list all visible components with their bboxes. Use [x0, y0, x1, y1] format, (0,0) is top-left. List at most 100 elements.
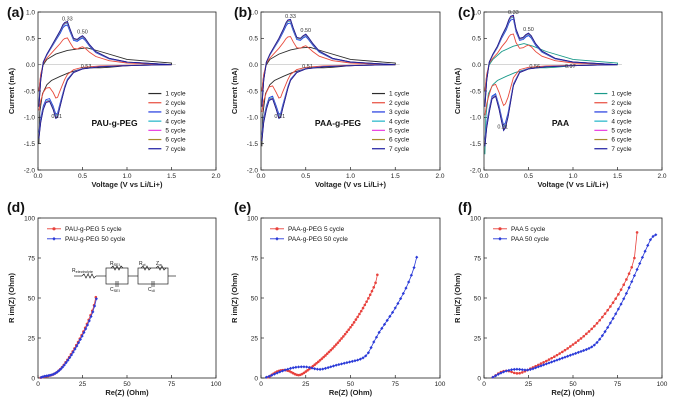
data-point	[338, 339, 342, 342]
legend-entry: PAA-g-PEG 50 cycle	[288, 236, 348, 243]
data-point	[354, 318, 358, 321]
data-point	[614, 297, 618, 300]
y-tick-label: 0	[254, 375, 258, 382]
data-point	[286, 367, 290, 371]
data-point	[582, 348, 586, 353]
data-point	[350, 359, 354, 363]
y-tick-label: -2.0	[470, 167, 482, 174]
data-point	[528, 367, 532, 372]
data-point	[294, 365, 298, 369]
y-axis-label: R im(Z) (Ohm)	[7, 273, 16, 323]
data-point	[361, 356, 365, 360]
series-line-2	[266, 257, 418, 378]
data-point	[574, 341, 577, 344]
data-point	[504, 369, 508, 373]
data-point	[75, 344, 79, 348]
data-point	[342, 335, 345, 338]
resistor-symbol	[81, 273, 97, 279]
data-point	[558, 357, 562, 361]
data-point	[654, 233, 658, 237]
legend-entry: PAA 50 cycle	[511, 236, 549, 243]
x-tick-label: 1.0	[346, 173, 355, 180]
data-point	[558, 352, 561, 355]
data-point	[574, 351, 578, 355]
data-point	[509, 368, 514, 372]
data-point	[370, 289, 374, 293]
y-tick-label: -1.0	[247, 115, 259, 122]
y-tick-label: 75	[251, 255, 259, 262]
data-point	[501, 370, 506, 374]
data-point	[536, 363, 540, 367]
circuit-label: Rct	[139, 261, 147, 267]
legend-entry: 6 cycle	[389, 137, 410, 144]
data-point	[539, 362, 543, 365]
material-label: PAA-g-PEG	[315, 118, 362, 128]
y-axis-label: Current (mA)	[7, 67, 16, 114]
cycle-2-curve	[484, 33, 618, 116]
y-tick-label: 0.5	[249, 36, 258, 43]
x-tick-label: 2.0	[435, 173, 444, 180]
data-point	[374, 335, 379, 339]
data-point	[334, 343, 338, 346]
legend-entry: 5 cycle	[389, 128, 410, 135]
panel-label: (d)	[7, 199, 25, 215]
x-tick-label: 2.0	[657, 173, 666, 180]
data-point	[55, 370, 59, 374]
data-point	[555, 353, 559, 357]
data-point	[401, 291, 405, 296]
data-point	[388, 314, 392, 318]
data-point	[609, 305, 612, 308]
panel-2: 0.0 0.5 1.0 1.5 2.0 1.0 0.5 0.0 -0.5 -1.0 -1.5 -2.0…	[230, 4, 445, 189]
data-point	[304, 370, 308, 373]
data-point	[349, 325, 352, 329]
data-point	[496, 372, 500, 376]
y-tick-label: 50	[28, 295, 36, 302]
x-tick-label: 75	[392, 381, 400, 388]
circuit-label: Zw	[156, 261, 162, 267]
resistor-symbol	[110, 265, 124, 271]
data-point	[608, 321, 612, 325]
data-point	[66, 358, 70, 362]
data-point	[550, 356, 553, 360]
data-point	[44, 374, 49, 378]
data-point	[380, 326, 384, 330]
data-point	[359, 309, 363, 313]
data-point	[630, 265, 634, 269]
data-point	[523, 368, 527, 372]
data-point	[601, 315, 604, 319]
x-tick-label: 100	[211, 381, 222, 388]
legend-entry: PAU-g-PEG 5 cycle	[65, 226, 122, 233]
data-point	[64, 361, 68, 365]
y-tick-label: 1.0	[249, 9, 258, 16]
data-point	[550, 360, 554, 364]
data-point	[560, 356, 564, 360]
circuit-label: Cdl	[148, 287, 155, 293]
data-point	[585, 332, 588, 336]
data-point	[493, 374, 498, 378]
x-tick-label: 0.0	[256, 173, 265, 180]
data-point	[327, 350, 331, 354]
data-point	[57, 369, 61, 373]
x-tick-label: 0.5	[524, 173, 533, 180]
data-point	[561, 350, 564, 354]
data-point	[46, 374, 50, 378]
data-point	[316, 360, 320, 364]
y-tick-label: 50	[474, 295, 482, 302]
data-point	[598, 337, 602, 341]
panel-label: (b)	[234, 4, 252, 20]
legend-entry: 6 cycle	[611, 137, 632, 144]
y-tick-label: 0	[31, 375, 35, 382]
peak-annotation: 0.97	[565, 64, 576, 70]
data-point	[372, 285, 376, 289]
data-point	[321, 367, 325, 371]
data-point	[651, 234, 655, 238]
data-point	[547, 358, 551, 361]
data-point	[568, 353, 572, 357]
legend-marker	[52, 227, 56, 231]
data-point	[318, 367, 322, 371]
y-tick-label: -2.0	[247, 167, 259, 174]
data-point	[307, 365, 311, 370]
data-point	[343, 332, 347, 336]
y-tick-label: -1.5	[247, 141, 259, 148]
circuit-symbol: C	[148, 287, 152, 293]
